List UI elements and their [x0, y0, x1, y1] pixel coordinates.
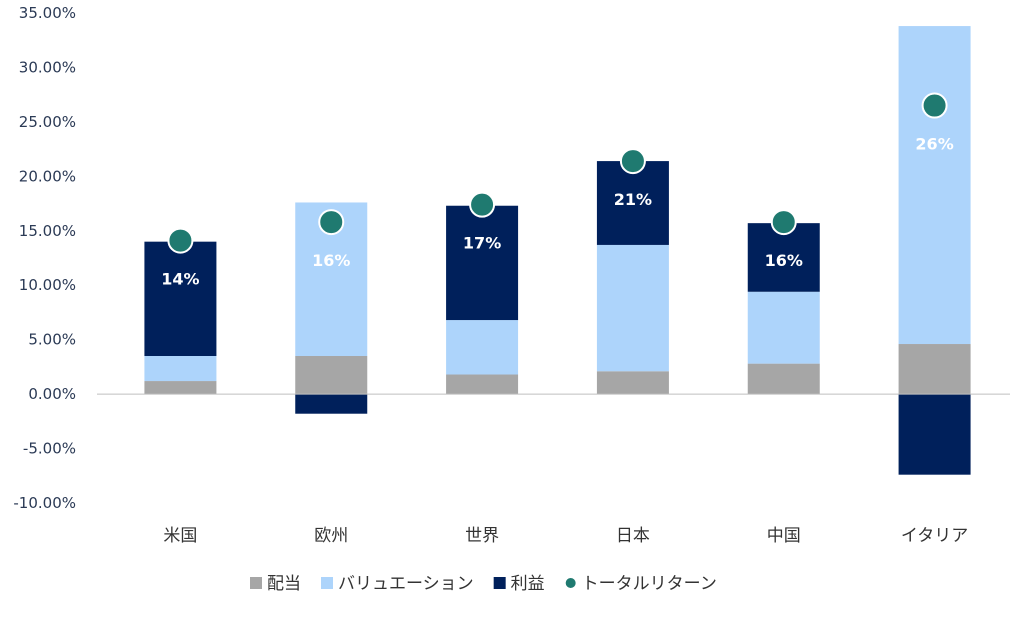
bar-segment-valuation: [446, 320, 519, 375]
legend-swatch: [250, 577, 262, 589]
data-label: 21%: [614, 190, 652, 209]
legend-label: トータルリターン: [582, 574, 717, 594]
total-return-point: [318, 209, 345, 236]
total-return-points: [167, 92, 948, 254]
x-category-label: 欧州: [314, 526, 348, 546]
x-axis-categories: 米国 欧州 世界 日本 中国 イタリア: [163, 526, 968, 546]
y-tick-label: 15.00%: [19, 222, 76, 240]
y-tick-label: 30.00%: [19, 58, 76, 76]
bar-segment-dividend: [747, 363, 820, 395]
y-tick-label: 20.00%: [19, 167, 76, 185]
bar-segment-earnings: [446, 205, 519, 321]
bar-segment-dividend: [596, 371, 669, 395]
y-tick-label: -5.00%: [23, 440, 76, 458]
y-tick-label: -10.00%: [13, 494, 76, 512]
bar-segment-earnings: [596, 161, 669, 245]
data-label: 16%: [312, 251, 350, 270]
bar-segment-valuation: [144, 356, 217, 382]
data-label: 16%: [765, 251, 803, 270]
x-category-label: イタリア: [901, 526, 968, 546]
y-tick-label: 10.00%: [19, 276, 76, 294]
total-return-point: [619, 148, 646, 175]
bar-segment-valuation: [898, 26, 971, 345]
bar-segment-dividend: [144, 381, 217, 395]
total-return-point: [921, 92, 948, 119]
bar-segment-valuation: [596, 244, 669, 372]
legend-label: 利益: [511, 574, 545, 594]
data-label: 14%: [161, 270, 199, 289]
y-tick-label: 35.00%: [19, 4, 76, 22]
y-tick-label: 5.00%: [28, 331, 76, 349]
bar-segment-dividend: [898, 344, 971, 395]
bar-segment-earnings: [144, 241, 217, 356]
total-return-point: [167, 227, 194, 254]
x-category-label: 世界: [465, 526, 499, 546]
y-axis-ticks: 35.00% 30.00% 25.00% 20.00% 15.00% 10.00% 5.00…: [13, 4, 76, 512]
y-tick-label: 25.00%: [19, 113, 76, 131]
x-category-label: 中国: [767, 526, 801, 546]
total-return-point: [770, 209, 797, 236]
y-tick-label: 0.00%: [28, 385, 76, 403]
legend: 配当 バリュエーション 利益 トータルリターン: [250, 574, 717, 594]
x-category-label: 日本: [616, 526, 650, 546]
legend-label: 配当: [267, 574, 301, 594]
bars: [144, 26, 971, 475]
legend-swatch: [493, 577, 506, 589]
bar-segment-dividend: [446, 374, 519, 395]
legend-swatch: [565, 578, 576, 588]
bar-segment-earnings: [295, 394, 368, 414]
data-label: 17%: [463, 234, 501, 253]
total-return-point: [469, 191, 496, 218]
x-category-label: 米国: [163, 526, 197, 546]
legend-swatch: [321, 577, 333, 589]
bar-segment-valuation: [747, 291, 820, 364]
data-labels: 14% 16% 17% 21% 16% 26%: [161, 135, 953, 289]
legend-label: バリュエーション: [338, 574, 474, 594]
data-label: 26%: [915, 135, 953, 154]
bar-segment-dividend: [295, 356, 368, 395]
bar-segment-earnings: [898, 394, 971, 475]
